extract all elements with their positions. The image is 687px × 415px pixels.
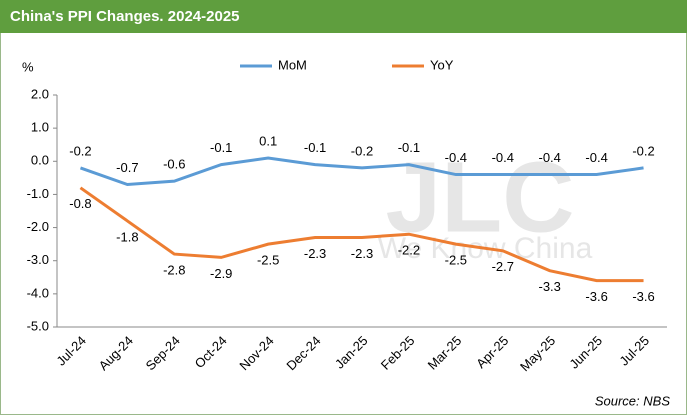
y-axis-label: % <box>22 59 34 74</box>
y-tick-label: 0.0 <box>31 153 49 168</box>
data-label: -2.5 <box>257 253 279 268</box>
series-line <box>79 156 644 187</box>
y-tick-label: 1.0 <box>31 120 49 135</box>
data-label: -1.8 <box>116 229 138 244</box>
data-label: -0.8 <box>69 196 91 211</box>
y-tick-label: -5.0 <box>27 318 49 333</box>
legend-label: YoY <box>430 57 454 72</box>
data-label: -2.7 <box>492 259 514 274</box>
data-label: -0.4 <box>445 150 467 165</box>
data-label: -0.7 <box>116 160 138 175</box>
data-label: -0.1 <box>304 140 326 155</box>
data-label: -3.3 <box>538 279 560 294</box>
data-label: -0.4 <box>492 150 514 165</box>
source: Source: NBS <box>595 393 670 408</box>
data-label: -2.5 <box>445 253 467 268</box>
data-label: -2.3 <box>351 246 373 261</box>
data-label: -0.4 <box>585 150 607 165</box>
title-bar <box>0 0 687 33</box>
data-label: -3.6 <box>632 289 654 304</box>
data-label: -0.4 <box>538 150 560 165</box>
y-tick-label: 2.0 <box>31 86 49 101</box>
data-label: -2.2 <box>398 243 420 258</box>
data-label: -2.8 <box>163 263 185 278</box>
y-tick-label: -3.0 <box>27 252 49 267</box>
data-label: -0.1 <box>398 140 420 155</box>
data-label: -0.6 <box>163 157 185 172</box>
series-line <box>79 186 644 283</box>
data-label: -2.3 <box>304 246 326 261</box>
data-label: -0.1 <box>210 140 232 155</box>
y-tick-label: -2.0 <box>27 219 49 234</box>
data-label: -0.2 <box>351 143 373 158</box>
legend-label: MoM <box>278 57 307 72</box>
data-label: -0.2 <box>632 143 654 158</box>
data-label: -2.9 <box>210 266 232 281</box>
data-label: -3.6 <box>585 289 607 304</box>
data-label: -0.2 <box>69 143 91 158</box>
y-tick-label: -4.0 <box>27 285 49 300</box>
y-tick-label: -1.0 <box>27 186 49 201</box>
chart-title: China's PPI Changes. 2024-2025 <box>10 8 240 25</box>
data-label: 0.1 <box>259 133 277 148</box>
